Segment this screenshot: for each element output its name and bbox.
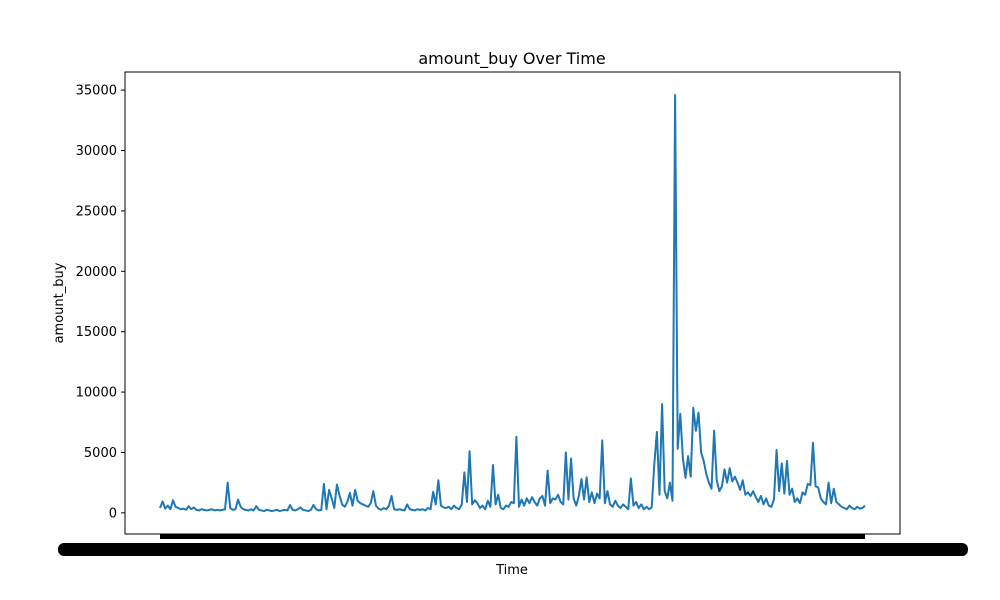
y-tick-label: 35000 — [76, 84, 117, 99]
y-tick-label: 25000 — [76, 204, 117, 219]
x-tick-marks — [160, 534, 865, 539]
plot-area — [125, 72, 900, 534]
y-tick-label: 15000 — [76, 325, 117, 340]
y-tick-label: 20000 — [76, 265, 117, 280]
y-tick-label: 0 — [109, 506, 117, 521]
y-tick-label: 5000 — [84, 446, 117, 461]
x-axis-label: Time — [495, 563, 528, 578]
chart-title: amount_buy Over Time — [418, 49, 605, 69]
y-axis-label: amount_buy — [52, 262, 67, 343]
x-axis — [58, 534, 968, 556]
y-axis: 0 5000 10000 15000 20000 25000 30000 35000 — [76, 84, 125, 521]
plot-frame — [124, 71, 901, 535]
series-line-amount-buy — [159, 93, 866, 513]
y-tick-label: 30000 — [76, 144, 117, 159]
x-tick-labels-overlapping — [58, 543, 968, 556]
y-tick-label: 10000 — [76, 386, 117, 401]
